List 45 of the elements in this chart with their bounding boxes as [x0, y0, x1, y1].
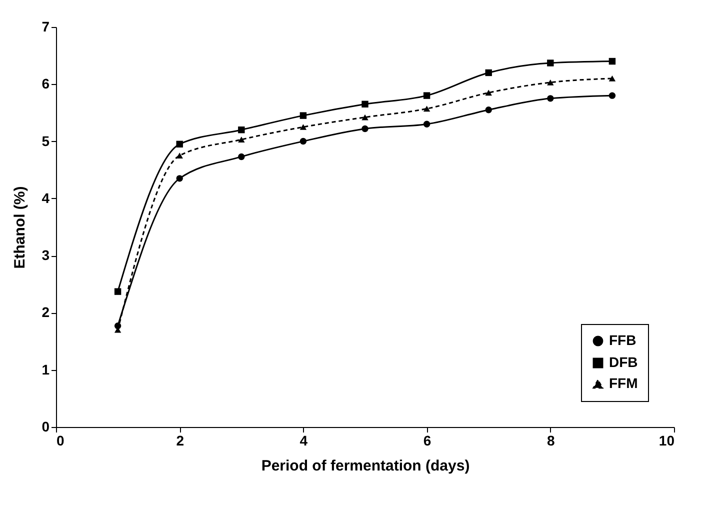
point: [176, 175, 183, 182]
point: [485, 106, 492, 114]
point: [485, 69, 492, 76]
point: [300, 112, 307, 119]
point: [114, 288, 122, 295]
point: [238, 153, 245, 160]
point: [362, 100, 368, 108]
y-axis-title: Ethanol (%): [12, 186, 29, 269]
point: [300, 124, 307, 130]
point: [608, 76, 616, 82]
point: [114, 322, 122, 330]
x-tick-label: 0: [56, 432, 64, 448]
point: [423, 106, 430, 112]
point: [547, 95, 554, 102]
point: [238, 136, 245, 142]
y-tick-label: 4: [42, 190, 50, 206]
point: [547, 60, 554, 66]
point: [362, 125, 368, 132]
x-tick-label: 10: [658, 432, 675, 448]
x-tick-label: 6: [423, 432, 432, 448]
y-tick-label: 2: [42, 304, 50, 320]
y-tick-label: 1: [42, 361, 50, 378]
legend-label: FFB: [609, 332, 636, 348]
point: [608, 58, 616, 65]
x-tick-label: 4: [300, 432, 308, 448]
x-axis-title: Period of fermentation (days): [261, 458, 470, 474]
legend-label: FFM: [609, 375, 638, 391]
point: [176, 152, 183, 158]
y-tick-label: 5: [42, 132, 50, 149]
point: [485, 90, 492, 96]
x-tick-label: 2: [176, 432, 184, 448]
x-tick-label: 8: [547, 432, 555, 448]
point: [238, 126, 245, 134]
y-tick-label: 0: [42, 418, 50, 434]
point: [176, 140, 183, 148]
y-tick-label: 3: [42, 247, 50, 264]
point: [547, 80, 554, 86]
point: [423, 120, 430, 128]
point: [300, 138, 307, 145]
legend-label: DFB: [609, 354, 638, 370]
point: [362, 114, 368, 120]
point: [423, 92, 430, 99]
y-tick-label: 6: [42, 76, 50, 92]
point: [608, 92, 616, 99]
y-tick-label: 7: [42, 18, 50, 34]
